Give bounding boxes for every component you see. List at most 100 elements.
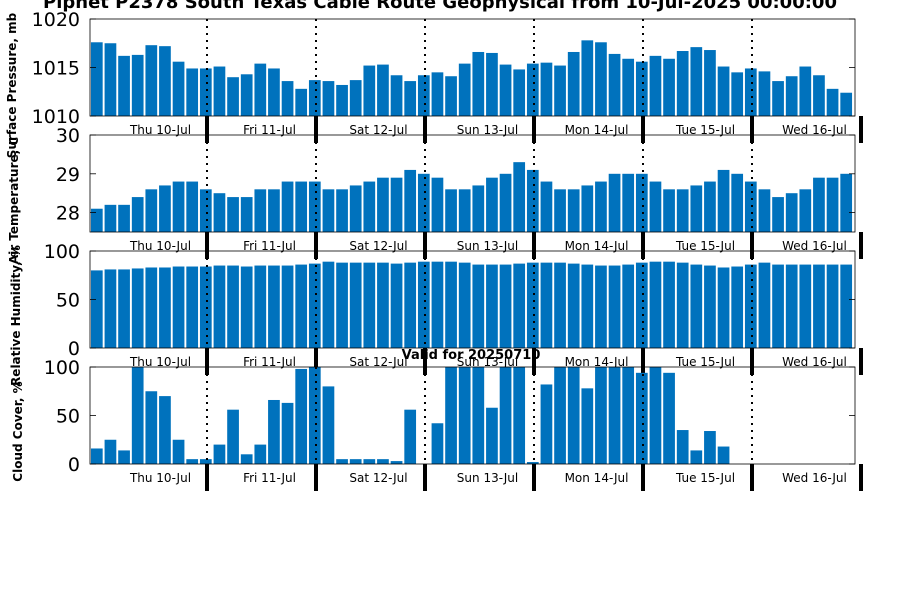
y-axis-label: Relative Humidity, % — [9, 245, 23, 386]
y-tick-label: 29 — [56, 164, 80, 186]
bar — [581, 388, 594, 464]
bar — [472, 51, 485, 117]
bar — [676, 51, 689, 117]
bar — [281, 81, 294, 116]
bar — [690, 264, 703, 348]
bar — [240, 266, 253, 348]
y-axis-label: Surface Pressure, mb — [5, 12, 19, 158]
bar — [281, 402, 294, 464]
bar — [159, 46, 171, 116]
bar — [199, 189, 212, 232]
bar — [567, 189, 580, 232]
bar — [172, 181, 185, 232]
bar — [526, 169, 539, 232]
bar — [758, 189, 771, 232]
bar — [417, 261, 430, 348]
bar — [404, 169, 417, 232]
y-tick-label: 1015 — [32, 58, 80, 80]
bar — [622, 58, 635, 116]
x-tick-label: Wed 16-Jul — [782, 471, 847, 485]
bar — [676, 262, 689, 348]
x-tick-label: Thu 10-Jul — [129, 123, 191, 137]
bar — [499, 64, 512, 116]
bar — [445, 261, 457, 348]
bar — [813, 75, 825, 116]
bar — [308, 80, 321, 116]
bar — [417, 173, 430, 232]
bar — [254, 444, 267, 464]
x-tick-label: Mon 14-Jul — [565, 239, 629, 253]
bar — [540, 262, 553, 348]
bar — [840, 92, 853, 116]
bar — [595, 265, 607, 348]
bar — [690, 450, 703, 464]
bar — [676, 430, 689, 464]
bar — [472, 185, 485, 232]
bar — [186, 266, 199, 348]
bar — [581, 185, 594, 232]
bar — [90, 270, 103, 348]
bar — [840, 173, 853, 232]
bar — [336, 189, 348, 232]
bar — [826, 88, 839, 116]
bar — [349, 262, 362, 348]
bar — [145, 189, 158, 232]
bar — [499, 264, 512, 348]
bar — [227, 409, 239, 464]
y-tick-label: 0 — [68, 454, 80, 476]
bar — [118, 55, 130, 116]
bar — [731, 173, 744, 232]
bar — [186, 68, 199, 116]
y-tick-label: 100 — [44, 357, 80, 379]
bar — [145, 391, 158, 464]
bar — [704, 181, 716, 232]
bar — [799, 66, 812, 116]
bar — [295, 368, 308, 464]
x-tick-label: Thu 10-Jul — [129, 471, 191, 485]
bar — [390, 263, 403, 348]
bar — [213, 66, 226, 116]
bar — [131, 54, 144, 116]
panel-4: Thu 10-Jul Fri 11-Jul Sat 12-Jul Sun 13-Jul… — [11, 357, 863, 491]
bar — [731, 266, 744, 348]
bar — [199, 459, 212, 464]
bar — [336, 262, 348, 348]
bar — [813, 264, 825, 348]
bar — [295, 88, 308, 116]
bar — [458, 262, 471, 348]
bar — [499, 367, 512, 464]
x-tick-label: Tue 15-Jul — [675, 471, 735, 485]
bar — [431, 72, 444, 116]
x-tick-label: Wed 16-Jul — [782, 239, 847, 253]
bar — [268, 68, 280, 116]
bar — [635, 372, 648, 464]
bar — [322, 386, 335, 464]
bar — [581, 264, 594, 348]
x-tick-label: Thu 10-Jul — [129, 239, 191, 253]
bar — [118, 204, 130, 232]
bar — [363, 459, 376, 464]
x-tick-label: Sat 12-Jul — [349, 239, 407, 253]
y-tick-label: 30 — [56, 125, 80, 147]
panel-3: Thu 10-Jul Fri 11-Jul Sat 12-Jul Sun 13-Jul… — [9, 241, 863, 386]
x-tick-label: Sat 12-Jul — [349, 471, 407, 485]
bar — [227, 197, 239, 232]
bar — [799, 189, 812, 232]
bar — [649, 55, 662, 116]
bar — [90, 42, 103, 116]
bar — [717, 446, 730, 464]
x-tick-label: Sun 13-Jul — [457, 123, 518, 137]
bar — [186, 181, 199, 232]
bar — [281, 265, 294, 348]
bar — [785, 193, 798, 232]
bar — [322, 81, 335, 116]
bar — [717, 169, 730, 232]
bar — [240, 454, 253, 464]
bar — [445, 189, 457, 232]
bar — [308, 263, 321, 348]
bar — [554, 189, 566, 232]
bar — [540, 62, 553, 116]
bar — [390, 75, 403, 116]
y-axis-label: Air Temperature, C — [7, 137, 21, 265]
